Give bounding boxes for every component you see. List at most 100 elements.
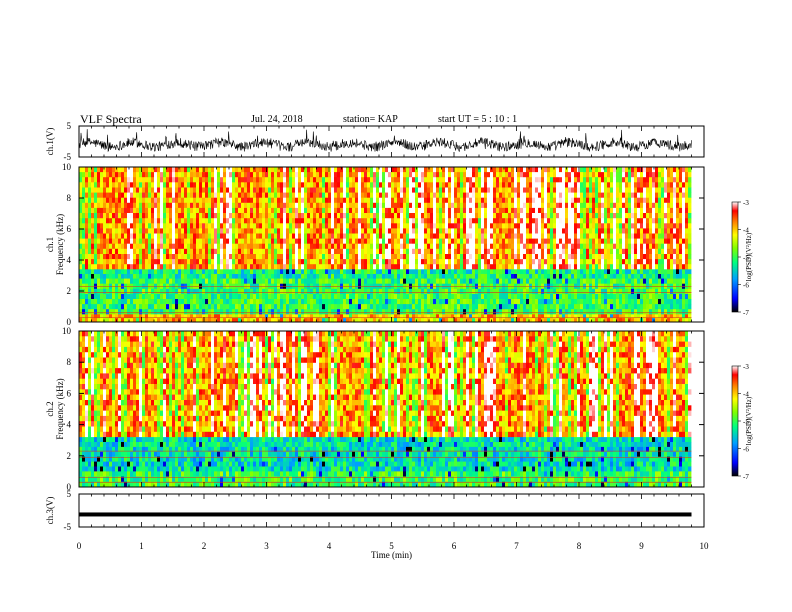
ch1-spectrogram-cell — [391, 248, 395, 255]
ch1-spectrogram-cell — [541, 264, 545, 270]
ch1-spectrogram-cell — [217, 299, 221, 305]
ch1-spectrogram-cell — [346, 299, 350, 305]
ch1-spectrogram-cell — [256, 288, 260, 295]
ch1-spectrogram-cell — [547, 243, 551, 250]
ch1-spectrogram-cell — [343, 299, 347, 305]
ch1-spectrogram-cell — [469, 259, 473, 265]
ch1-spectrogram-cell — [241, 288, 245, 295]
ch1-spectrogram-cell — [463, 197, 467, 204]
ch1-spectrogram-cell — [268, 202, 272, 209]
ch1-spectrogram-cell — [238, 238, 242, 245]
ch1-spectrogram-cell — [433, 274, 437, 280]
ch1-spectrogram-cell — [247, 318, 251, 323]
ch1-spectrogram-cell — [382, 218, 386, 224]
ch1-spectrogram-cell — [532, 248, 536, 255]
ch1-spectrogram-cell — [298, 187, 302, 194]
ch1-spectrogram-cell — [526, 228, 530, 234]
ch1-spectrogram-cell — [544, 269, 548, 275]
ch1-spectrogram-cell — [172, 248, 176, 255]
ch1-spectrogram-cell — [115, 187, 119, 194]
ch1-spectrogram-cell — [508, 197, 512, 204]
ch1-spectrogram-cell — [487, 269, 491, 275]
ch1-spectrogram-cell — [412, 197, 416, 204]
ch1-spectrogram-cell — [364, 269, 368, 275]
ch1-spectrogram-cell — [178, 288, 182, 295]
ch1-spectrogram-cell — [124, 197, 128, 204]
ch1-spectrogram-cell — [382, 197, 386, 204]
ch1-spectrogram-cell — [481, 269, 485, 275]
ch1-spectrogram-cell — [364, 233, 368, 240]
ch1-spectrogram-cell — [508, 207, 512, 214]
ch1-spectrogram-cell — [430, 172, 434, 178]
ch1-spectrogram-cell — [229, 213, 233, 219]
ch1-spectrogram-cell — [502, 218, 506, 224]
ch1-spectrogram-cell — [277, 248, 281, 255]
ch1-spectrogram-cell — [151, 309, 155, 315]
ch1-spectrogram-cell — [100, 243, 104, 250]
ch1-spectrogram-cell — [208, 182, 212, 188]
ch1-spectrogram-cell — [376, 243, 380, 250]
ch1-spectrogram-cell — [121, 278, 125, 285]
ch1-spectrogram-cell — [529, 274, 533, 280]
ch1-spectrogram-cell — [385, 213, 389, 219]
ch1-spectrogram-cell — [139, 228, 143, 234]
ch1-spectrogram-cell — [400, 233, 404, 240]
ch1-spectrogram-cell — [535, 259, 539, 265]
ch1-spectrogram-cell — [334, 304, 338, 310]
ch1-spectrogram-cell — [220, 228, 224, 234]
ch1-spectrogram-cell — [196, 293, 200, 300]
ch1-spectrogram-cell — [337, 318, 341, 323]
ch1-spectrogram-cell — [451, 223, 455, 229]
ch1-spectrogram-cell — [196, 274, 200, 280]
ch1-spectrogram-cell — [391, 182, 395, 188]
ch1-spectrogram-cell — [412, 314, 416, 319]
ch1-spectrogram-cell — [160, 177, 164, 183]
ch1-spectrogram-cell — [466, 238, 470, 245]
ch1-spectrogram-cell — [301, 172, 305, 178]
ch1-spectrogram-cell — [181, 243, 185, 250]
ch1-spectrogram-cell — [541, 233, 545, 240]
ch1-spectrogram-cell — [229, 278, 233, 285]
ch1-spectrogram-cell — [421, 177, 425, 183]
ch1-spectrogram-cell — [160, 228, 164, 234]
ch1-spectrogram-cell — [532, 318, 536, 323]
ch1-spectrogram-cell — [535, 187, 539, 194]
ch1-spectrogram-cell — [169, 192, 173, 199]
ch1-spectrogram-cell — [403, 187, 407, 194]
ch1-spectrogram-cell — [316, 228, 320, 234]
ch1-spectrogram-cell — [229, 218, 233, 224]
ch1-spectrogram-cell — [85, 269, 89, 275]
ch1-spectrogram-cell — [229, 318, 233, 323]
ch1-spectrogram-cell — [316, 192, 320, 199]
ch1-spectrogram-cell — [532, 304, 536, 310]
ch1-spectrogram-cell — [520, 192, 524, 199]
ch1-spectrogram-cell — [112, 192, 116, 199]
ch1-spectrogram-cell — [517, 274, 521, 280]
ch1-spectrogram-cell — [151, 218, 155, 224]
ch1-spectrogram-cell — [385, 182, 389, 188]
ch1-spectrogram-cell — [517, 202, 521, 209]
ch1-spectrogram-cell — [115, 228, 119, 234]
ch1-spectrogram-cell — [355, 269, 359, 275]
ch1-spectrogram-cell — [115, 202, 119, 209]
ch1-spectrogram-cell — [199, 314, 203, 319]
ch1-spectrogram-cell — [85, 278, 89, 285]
ch1-spectrogram-cell — [445, 218, 449, 224]
ch1-spectrogram-cell — [232, 182, 236, 188]
ch1-spectrogram-cell — [181, 288, 185, 295]
ch1-spectrogram-cell — [301, 213, 305, 219]
ch1-spectrogram-cell — [493, 293, 497, 300]
ch1-spectrogram-cell — [280, 177, 284, 183]
ch1-spectrogram-cell — [319, 248, 323, 255]
ch1-spectrogram-cell — [547, 274, 551, 280]
ch1-spectrogram-cell — [277, 218, 281, 224]
ch1-spectrogram-cell — [214, 213, 218, 219]
ch1-spectrogram-cell — [349, 264, 353, 270]
ch1-spectrogram-cell — [181, 304, 185, 310]
ch1-spectrogram-cell — [472, 269, 476, 275]
ch1-spectrogram-cell — [469, 293, 473, 300]
ch1-spectrogram-cell — [79, 228, 83, 234]
ch1-spectrogram-cell — [145, 248, 149, 255]
ch1-spectrogram-cell — [121, 269, 125, 275]
ch1-spectrogram-cell — [370, 274, 374, 280]
